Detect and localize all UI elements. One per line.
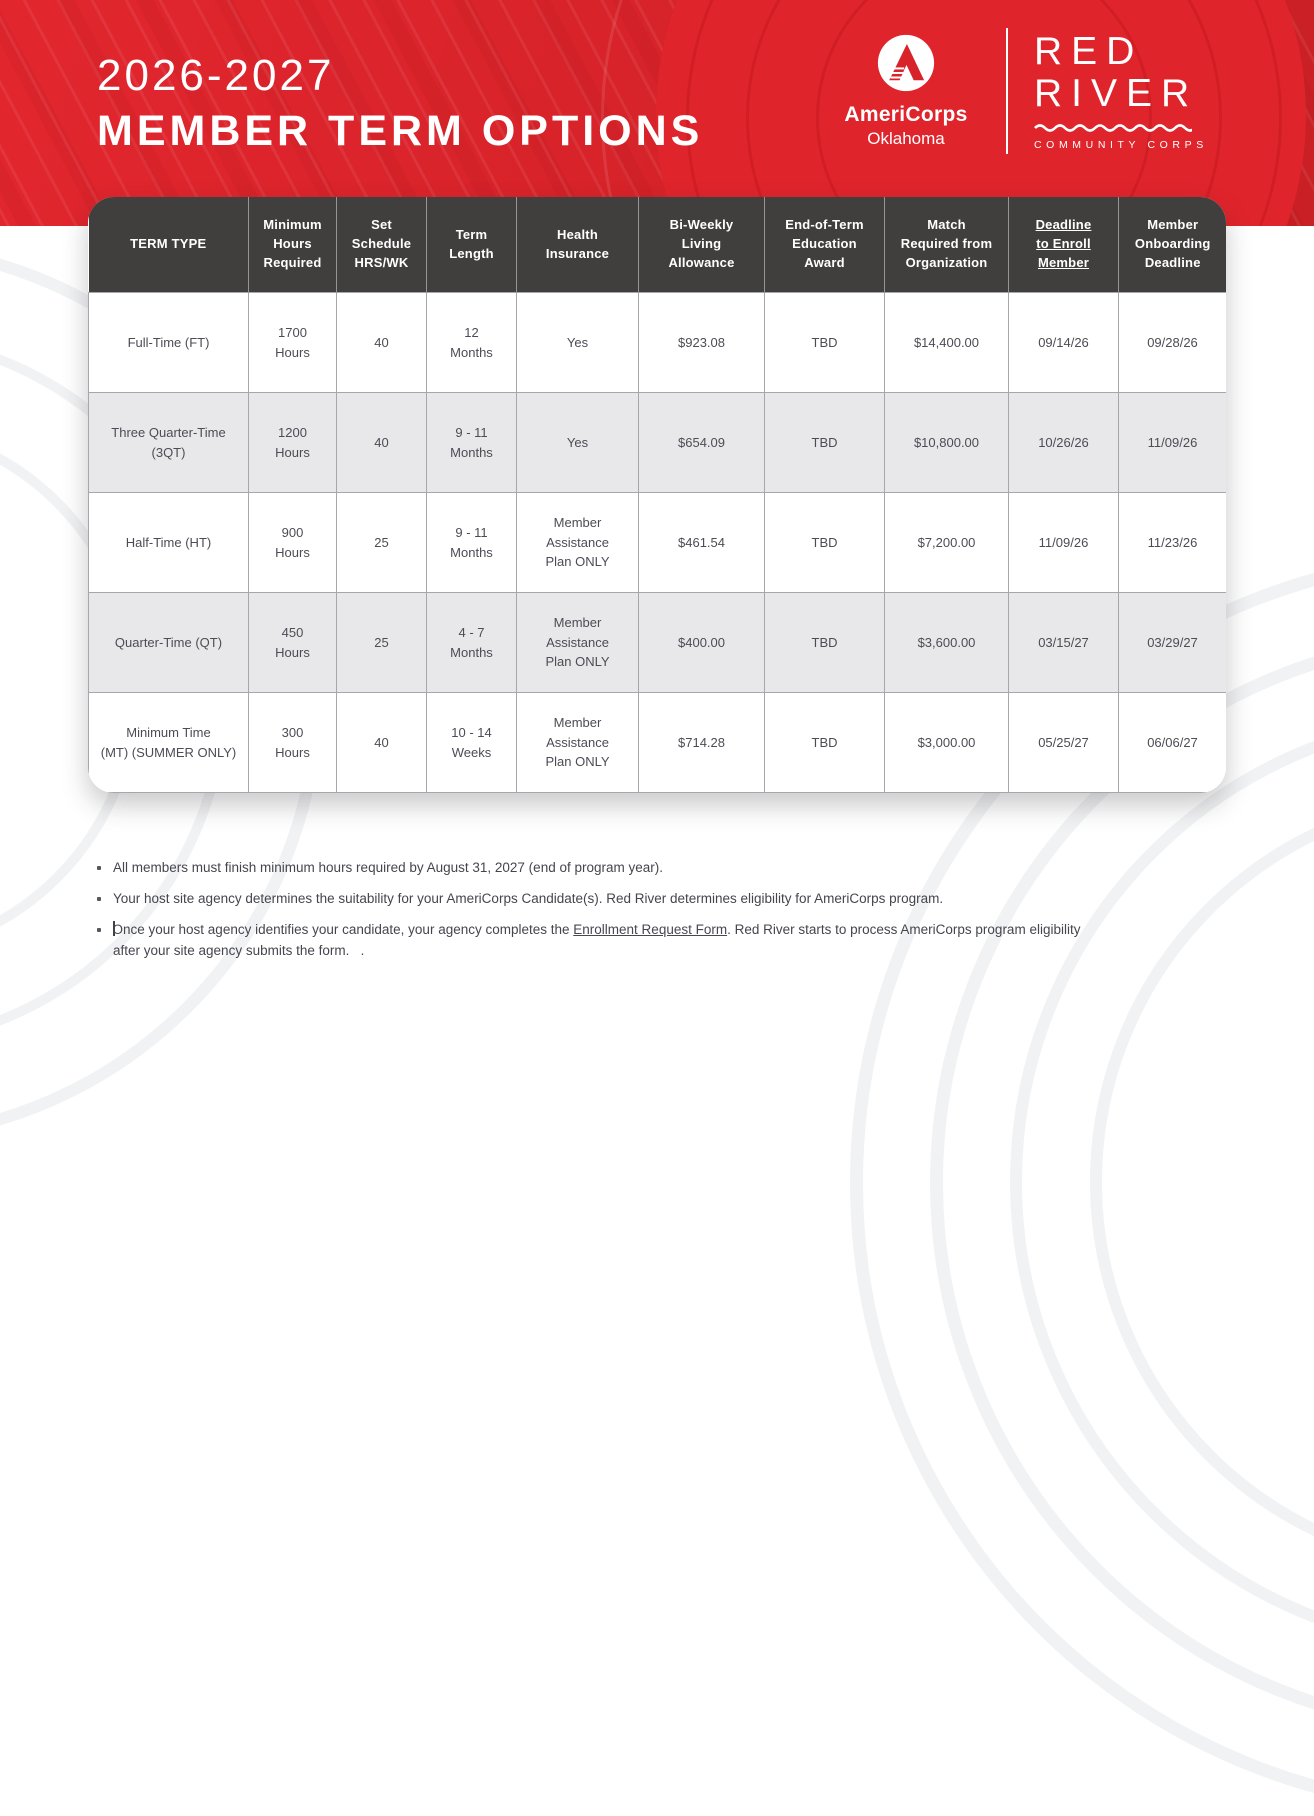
wave-icon	[1034, 124, 1192, 132]
column-header: Match Required from Organization	[884, 197, 1009, 293]
table-cell: $3,600.00	[884, 592, 1009, 693]
table-cell: $7,200.00	[884, 492, 1009, 593]
table-cell: 450 Hours	[248, 592, 337, 693]
table-cell: 10 - 14 Weeks	[426, 692, 517, 793]
table-cell: Full-Time (FT)	[88, 292, 249, 393]
table-cell: 40	[336, 392, 427, 493]
term-options-card: TERM TYPE Minimum Hours Required Set Sched…	[88, 197, 1226, 793]
table-cell: 11/09/26	[1118, 392, 1226, 493]
note-text: . Red River starts to process AmeriCorps…	[113, 921, 1081, 958]
table-row: Half-Time (HT) 900 Hours 25 9 - 11 Months Me…	[88, 492, 1226, 593]
table-cell: 1200 Hours	[248, 392, 337, 493]
page-title: 2026-2027 MEMBER TERM OPTIONS	[97, 51, 704, 158]
americorps-a-icon	[877, 34, 935, 91]
table-cell: $923.08	[638, 292, 765, 393]
title-main: MEMBER TERM OPTIONS	[97, 107, 704, 156]
americorps-region: Oklahoma	[867, 128, 945, 148]
table-cell: TBD	[764, 392, 885, 493]
table-cell: Half-Time (HT)	[88, 492, 249, 593]
table-cell: 300 Hours	[248, 692, 337, 793]
table-cell: $14,400.00	[884, 292, 1009, 393]
table-cell: 09/28/26	[1118, 292, 1226, 393]
table-cell: 4 - 7 Months	[426, 592, 517, 693]
table-cell: Three Quarter-Time (3QT)	[88, 392, 249, 493]
table-cell: 05/25/27	[1008, 692, 1119, 793]
enrollment-request-form-link[interactable]: Enrollment Request Form	[573, 921, 728, 937]
list-item: Your host site agency determines the sui…	[96, 889, 1111, 910]
bullet-icon	[97, 927, 101, 932]
column-header: Bi-Weekly Living Allowance	[638, 197, 765, 293]
table-cell: 03/29/27	[1118, 592, 1226, 693]
table-cell: $714.28	[638, 692, 765, 793]
logo-divider	[1006, 28, 1008, 154]
table-cell: 9 - 11 Months	[426, 392, 517, 493]
table-cell: $3,000.00	[884, 692, 1009, 793]
table-cell: 12 Months	[426, 292, 517, 393]
table-row: Minimum Time (MT) (SUMMER ONLY) 300 Hours…	[88, 692, 1226, 793]
list-item: All members must finish minimum hours re…	[96, 858, 1111, 879]
bullet-icon	[97, 866, 101, 870]
header-banner: 2026-2027 MEMBER TERM OPTIONS AmeriCorps…	[0, 0, 1314, 226]
term-table: TERM TYPE Minimum Hours Required Set Sched…	[88, 197, 1226, 793]
table-cell: Member Assistance Plan ONLY	[516, 692, 639, 793]
table-cell: $10,800.00	[884, 392, 1009, 493]
table-cell: TBD	[764, 492, 885, 593]
table-cell: 11/09/26	[1008, 492, 1119, 593]
note-text: Your host site agency determines the sui…	[113, 890, 944, 906]
footnotes: All members must finish minimum hours re…	[96, 858, 1111, 972]
americorps-logo: AmeriCorps Oklahoma	[828, 34, 984, 149]
table-cell: 09/14/26	[1008, 292, 1119, 393]
table-cell: 40	[336, 292, 427, 393]
table-cell: Yes	[516, 392, 639, 493]
table-cell: 25	[336, 492, 427, 593]
column-header: End-of-Term Education Award	[764, 197, 885, 293]
table-cell: 1700 Hours	[248, 292, 337, 393]
column-header: Health Insurance	[516, 197, 639, 293]
red-river-line1: RED	[1034, 29, 1144, 73]
table-cell: 11/23/26	[1118, 492, 1226, 593]
table-cell: Member Assistance Plan ONLY	[516, 592, 639, 693]
column-header: TERM TYPE	[88, 197, 249, 293]
column-header: Minimum Hours Required	[248, 197, 337, 293]
column-header: Set Schedule HRS/WK	[336, 197, 427, 293]
text-cursor	[113, 920, 115, 936]
banner-ring-decoration	[601, 0, 1314, 226]
column-header: Member Onboarding Deadline	[1118, 197, 1226, 293]
americorps-name: AmeriCorps	[844, 102, 968, 126]
table-cell: $461.54	[638, 492, 765, 593]
red-river-logo: RED RIVER COMMUNITY CORPS	[1034, 29, 1208, 152]
column-header: Deadline to Enroll Member	[1008, 197, 1119, 293]
table-cell: TBD	[764, 292, 885, 393]
header-row: TERM TYPE Minimum Hours Required Set Sched…	[88, 197, 1226, 293]
list-item: Once your host agency identifies your ca…	[96, 920, 1111, 962]
table-cell: $400.00	[638, 592, 765, 693]
table-cell: 40	[336, 692, 427, 793]
table-cell: $654.09	[638, 392, 765, 493]
table-row: Full-Time (FT) 1700 Hours 40 12 Months Yes $9…	[88, 292, 1226, 393]
table-cell: TBD	[764, 692, 885, 793]
table-row: Quarter-Time (QT) 450 Hours 25 4 - 7 Months…	[88, 592, 1226, 693]
title-year: 2026-2027	[97, 51, 335, 100]
note-text: Once your host agency identifies your ca…	[112, 921, 574, 937]
table-cell: Member Assistance Plan ONLY	[516, 492, 639, 593]
table-cell: 900 Hours	[248, 492, 337, 593]
table-cell: 9 - 11 Months	[426, 492, 517, 593]
table-cell: 10/26/26	[1008, 392, 1119, 493]
table-cell: Minimum Time (MT) (SUMMER ONLY)	[88, 692, 249, 793]
red-river-line2: RIVER	[1034, 72, 1199, 115]
bullet-icon	[97, 896, 101, 901]
table-cell: 25	[336, 592, 427, 693]
logo-lockup: AmeriCorps Oklahoma RED RIVER COMMUNITY …	[828, 28, 1208, 154]
table-row: Three Quarter-Time (3QT) 1200 Hours 40 9 - …	[88, 392, 1226, 493]
table-cell: TBD	[764, 592, 885, 693]
table-cell: 06/06/27	[1118, 692, 1226, 793]
note-text: All members must finish minimum hours re…	[113, 860, 663, 875]
table-cell: Yes	[516, 292, 639, 393]
red-river-tagline: COMMUNITY CORPS	[1034, 139, 1208, 152]
table-cell: Quarter-Time (QT)	[88, 592, 249, 693]
column-header: Term Length	[426, 197, 517, 293]
table-cell: 03/15/27	[1008, 592, 1119, 693]
